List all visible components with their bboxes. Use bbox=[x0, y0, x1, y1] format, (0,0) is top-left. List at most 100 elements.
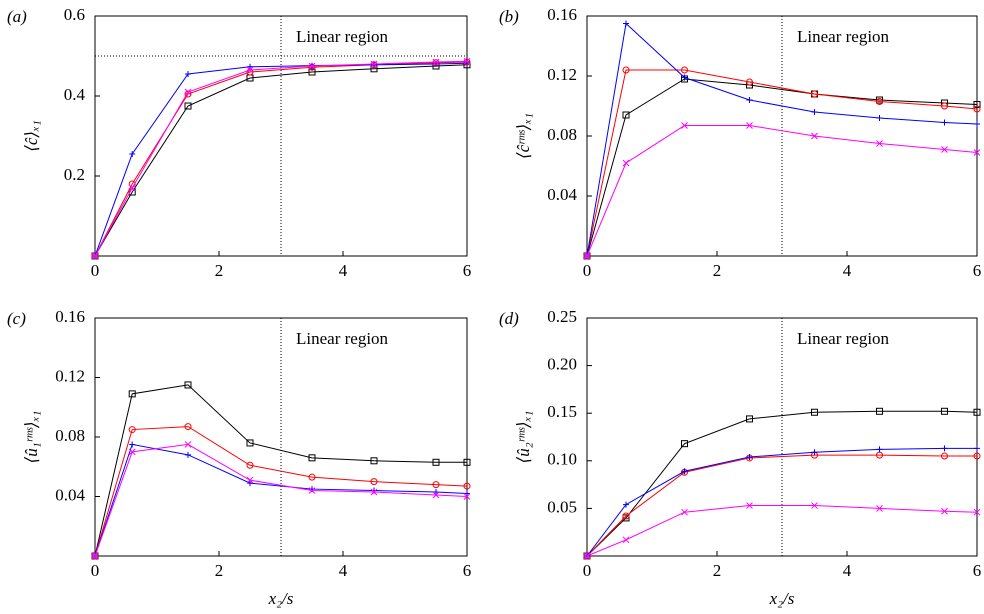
marker bbox=[681, 440, 688, 448]
marker bbox=[622, 66, 630, 74]
plot-frame bbox=[586, 317, 978, 557]
marker bbox=[308, 487, 316, 494]
marker bbox=[941, 102, 948, 110]
marker bbox=[583, 252, 591, 260]
marker bbox=[941, 445, 948, 452]
marker bbox=[463, 482, 471, 490]
marker bbox=[746, 453, 753, 460]
marker bbox=[246, 476, 254, 484]
series-line bbox=[94, 64, 468, 257]
marker bbox=[433, 489, 439, 496]
series-line bbox=[586, 125, 978, 257]
marker bbox=[463, 458, 471, 466]
marker bbox=[746, 97, 753, 103]
marker bbox=[91, 552, 99, 560]
marker bbox=[129, 151, 136, 157]
series-line bbox=[94, 426, 468, 557]
marker bbox=[463, 493, 471, 500]
y-tick-label: 0.6 bbox=[64, 5, 85, 24]
marker bbox=[129, 441, 136, 448]
marker bbox=[432, 458, 440, 466]
marker bbox=[432, 481, 440, 489]
panel-label: (d) bbox=[499, 309, 519, 328]
series-line bbox=[94, 61, 468, 257]
marker bbox=[432, 58, 440, 66]
annotation: Linear region bbox=[296, 329, 389, 348]
x-tick-label: 6 bbox=[973, 261, 982, 280]
y-axis-label: ⟨û₁ʳᵐˢ⟩ₓ₁ bbox=[22, 411, 41, 464]
marker bbox=[876, 140, 883, 147]
marker bbox=[623, 20, 629, 27]
series-line bbox=[586, 69, 978, 257]
marker bbox=[463, 57, 471, 65]
x-tick-label: 0 bbox=[91, 561, 100, 580]
marker bbox=[184, 441, 192, 448]
marker bbox=[941, 119, 948, 126]
marker bbox=[128, 184, 136, 192]
x-tick-label: 2 bbox=[215, 261, 224, 280]
y-tick-label: 0.25 bbox=[547, 307, 577, 326]
y-tick-label: 0.08 bbox=[547, 125, 577, 144]
y-tick-label: 0.16 bbox=[547, 5, 577, 24]
marker bbox=[185, 451, 191, 458]
y-tick-label: 0.4 bbox=[64, 85, 86, 104]
marker bbox=[308, 473, 316, 481]
marker bbox=[974, 445, 980, 452]
marker bbox=[247, 63, 253, 70]
marker bbox=[681, 468, 688, 475]
marker bbox=[128, 448, 136, 456]
y-axis-label: ⟨û₂ʳᵐˢ⟩ₓ₁ bbox=[514, 411, 533, 464]
annotation: Linear region bbox=[797, 27, 890, 46]
marker bbox=[876, 98, 883, 105]
marker bbox=[876, 407, 883, 415]
marker bbox=[941, 507, 948, 515]
marker bbox=[583, 552, 591, 560]
x-tick-label: 0 bbox=[91, 261, 100, 280]
marker bbox=[746, 122, 753, 129]
marker bbox=[622, 512, 630, 520]
y-tick-label: 0.04 bbox=[547, 185, 577, 204]
marker bbox=[308, 454, 316, 462]
marker bbox=[308, 68, 316, 76]
marker bbox=[681, 74, 688, 81]
marker bbox=[184, 102, 192, 110]
y-tick-label: 0.16 bbox=[55, 307, 85, 326]
marker bbox=[91, 252, 99, 260]
marker bbox=[811, 90, 818, 98]
marker bbox=[370, 457, 378, 465]
y-tick-label: 0.20 bbox=[547, 355, 577, 374]
x-tick-label: 2 bbox=[713, 261, 722, 280]
panel: 0 2 4 6 0.2 0.4 0.6 Linear region (a) ⟨ĉ⟩ₓ₁ bbox=[7, 5, 471, 280]
y-tick-label: 0.08 bbox=[55, 426, 85, 445]
marker bbox=[811, 132, 818, 140]
x-tick-label: 6 bbox=[973, 561, 982, 580]
marker bbox=[184, 88, 192, 96]
series-line bbox=[586, 505, 978, 557]
marker bbox=[184, 381, 192, 389]
panel: 0 2 4 6 0.05 0.10 0.15 0.20 0.25 Linear region (d)… bbox=[499, 307, 981, 608]
marker bbox=[876, 505, 883, 512]
marker bbox=[681, 66, 688, 74]
plot-frame bbox=[94, 317, 468, 557]
marker bbox=[746, 78, 753, 86]
y-tick-label: 0.2 bbox=[64, 165, 85, 184]
marker bbox=[185, 71, 191, 77]
x-tick-label: 0 bbox=[583, 261, 592, 280]
marker bbox=[370, 488, 378, 496]
marker bbox=[128, 390, 136, 398]
marker bbox=[941, 407, 948, 415]
x-tick-label: 4 bbox=[843, 261, 852, 280]
marker bbox=[973, 508, 981, 516]
marker bbox=[622, 159, 630, 167]
panel-label: (c) bbox=[7, 309, 26, 328]
marker bbox=[622, 111, 630, 119]
marker bbox=[370, 478, 378, 486]
marker bbox=[246, 439, 254, 447]
marker bbox=[622, 536, 630, 544]
marker bbox=[247, 480, 253, 487]
marker bbox=[746, 415, 753, 423]
marker bbox=[681, 122, 688, 129]
x-tick-label: 4 bbox=[843, 561, 852, 580]
series-line bbox=[94, 443, 468, 557]
